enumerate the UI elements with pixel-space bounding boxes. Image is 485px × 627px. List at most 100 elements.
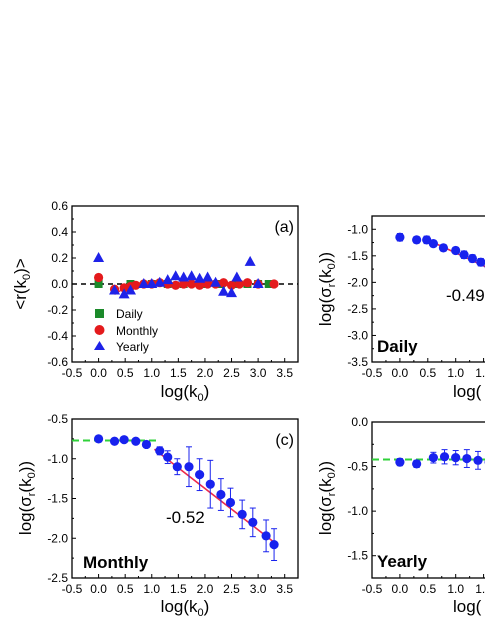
point-monthly-16 bbox=[226, 280, 237, 290]
legend-yearly-marker bbox=[94, 341, 105, 350]
point-yearly-17 bbox=[244, 255, 256, 266]
legend-a: Daily Monthly Yearly bbox=[94, 307, 158, 354]
y-tick-label-b-2: -2.5 bbox=[347, 302, 368, 316]
y-tick-label-b-0: -3.5 bbox=[347, 355, 368, 369]
point-yearly-13 bbox=[210, 276, 222, 287]
point-c-4 bbox=[141, 439, 152, 450]
point-d-6 bbox=[473, 455, 483, 465]
point-d-1 bbox=[412, 459, 422, 469]
point-d-0 bbox=[395, 457, 405, 467]
point-monthly-20 bbox=[269, 279, 279, 289]
point-monthly-18 bbox=[242, 278, 253, 288]
x-tick-label-d-3: 1.0 bbox=[447, 582, 464, 596]
x-tick-label-b-1: 0.0 bbox=[392, 366, 409, 380]
point-monthly-4 bbox=[131, 280, 141, 290]
point-c-6 bbox=[163, 452, 173, 462]
panel-d: -0.5 0.0 0.5 1.0 1.5 -1.5 -1.0 -0.5 0.0 Yearly l… bbox=[316, 415, 485, 616]
point-monthly-11 bbox=[187, 279, 197, 289]
point-c-7 bbox=[172, 462, 182, 472]
x-tick-label-b-3: 1.0 bbox=[447, 366, 464, 380]
point-d-5 bbox=[462, 453, 472, 464]
x-tick-label-a-2: 0.5 bbox=[117, 366, 134, 380]
point-yearly-18 bbox=[252, 278, 264, 288]
y-axis-label-c: log(σr(k0)) bbox=[16, 461, 38, 535]
point-d-4 bbox=[451, 453, 461, 463]
legend-daily-marker bbox=[95, 309, 104, 318]
point-monthly-12 bbox=[195, 280, 205, 290]
point-yearly-7 bbox=[162, 274, 174, 285]
point-c-16 bbox=[269, 540, 279, 550]
ticks-b: -0.5 0.0 0.5 1.0 1.5 -3.5 -3.0 -2.5 -2.0 -1.5 -1.0 bbox=[347, 222, 485, 380]
x-tick-label-c-1: 0.0 bbox=[90, 582, 107, 596]
panel-c: -0.5 0.0 0.5 1.0 1.5 2.0 2.5 3.0 3.5 -2.5 -2.0 -1.5… bbox=[16, 412, 299, 619]
x-tick-label-a-5: 2.0 bbox=[197, 366, 214, 380]
point-daily-0 bbox=[94, 280, 103, 288]
panel-tag-c: (c) bbox=[275, 432, 294, 449]
point-c-10 bbox=[205, 479, 215, 489]
point-c-1 bbox=[109, 436, 120, 446]
point-monthly-17 bbox=[234, 279, 245, 289]
slope-label-b: -0.49 bbox=[446, 286, 485, 305]
y-tick-label-a-1: -0.4 bbox=[47, 329, 68, 343]
point-yearly-0 bbox=[93, 252, 105, 262]
x-axis-label-b: log( bbox=[453, 382, 482, 401]
legend-yearly-label: Yearly bbox=[116, 340, 149, 354]
y-tick-label-a-4: 0.2 bbox=[51, 251, 68, 265]
x-tick-label-c-3: 1.0 bbox=[143, 582, 160, 596]
x-tick-label-c-0: -0.5 bbox=[62, 582, 83, 596]
y-tick-label-a-3: 0.0 bbox=[51, 277, 68, 291]
point-c-0 bbox=[93, 434, 104, 444]
x-tick-label-a-1: 0.0 bbox=[90, 366, 107, 380]
plot-area-c bbox=[72, 434, 279, 562]
point-yearly-8 bbox=[170, 270, 182, 281]
point-d-3 bbox=[439, 452, 450, 462]
point-c-8 bbox=[184, 462, 194, 472]
ticks-a: -0.5 0.0 0.5 1.0 1.5 2.0 2.5 3.0 3.5 -0.6 -0.4 -0.2… bbox=[47, 199, 293, 380]
x-tick-label-a-6: 2.5 bbox=[223, 366, 240, 380]
panel-tag-a: (a) bbox=[274, 219, 294, 236]
ticks-c: -0.5 0.0 0.5 1.0 1.5 2.0 2.5 3.0 3.5 -2.5 -2.0 -1.5… bbox=[47, 412, 293, 596]
y-tick-label-c-3: -1.0 bbox=[47, 452, 68, 466]
point-c-3 bbox=[131, 436, 141, 446]
panel-name-c: Monthly bbox=[83, 553, 149, 572]
y-tick-label-b-4: -1.5 bbox=[347, 249, 368, 263]
point-c-14 bbox=[248, 517, 258, 527]
x-tick-label-a-7: 3.0 bbox=[250, 366, 267, 380]
fit-line-c bbox=[153, 448, 275, 543]
slope-label-c: -0.52 bbox=[166, 508, 205, 527]
y-tick-label-a-0: -0.6 bbox=[47, 355, 68, 369]
y-tick-label-c-4: -0.5 bbox=[47, 412, 68, 426]
point-yearly-5 bbox=[146, 278, 158, 288]
x-axis-label-a: log(k0) bbox=[161, 382, 210, 404]
point-yearly-9 bbox=[178, 271, 190, 282]
point-b-2 bbox=[422, 235, 432, 245]
plot-area-b bbox=[395, 232, 485, 269]
y-axis-label-a: <r(k0)> bbox=[11, 258, 33, 310]
x-tick-label-a-8: 3.5 bbox=[276, 366, 293, 380]
x-tick-label-d-2: 0.5 bbox=[419, 582, 436, 596]
x-axis-label-c: log(k0) bbox=[161, 597, 210, 619]
y-tick-label-d-1: -1.0 bbox=[347, 504, 368, 518]
point-b-1 bbox=[412, 235, 422, 245]
x-tick-label-a-0: -0.5 bbox=[62, 366, 83, 380]
panel-a: -0.5 0.0 0.5 1.0 1.5 2.0 2.5 3.0 3.5 -0.6 -0.4 -0.2… bbox=[11, 199, 299, 404]
legend-monthly-label: Monthly bbox=[116, 324, 158, 338]
point-yearly-3 bbox=[124, 284, 136, 295]
y-tick-label-b-5: -1.0 bbox=[347, 222, 368, 236]
point-yearly-2 bbox=[118, 288, 130, 299]
point-b-3 bbox=[428, 239, 438, 249]
point-c-2 bbox=[119, 435, 129, 445]
point-monthly-10 bbox=[179, 279, 189, 289]
y-tick-label-a-2: -0.2 bbox=[47, 303, 68, 317]
x-tick-label-c-6: 2.5 bbox=[223, 582, 240, 596]
point-yearly-1 bbox=[109, 284, 121, 295]
point-c-11 bbox=[216, 489, 226, 500]
ticks-d: -0.5 0.0 0.5 1.0 1.5 -1.5 -1.0 -0.5 0.0 bbox=[347, 415, 485, 596]
point-monthly-13 bbox=[203, 279, 213, 289]
y-tick-label-d-2: -0.5 bbox=[347, 460, 368, 474]
point-c-13 bbox=[237, 509, 247, 519]
plot-frame-b bbox=[371, 215, 485, 363]
y-tick-label-a-5: 0.4 bbox=[51, 225, 68, 239]
point-c-9 bbox=[195, 470, 205, 480]
